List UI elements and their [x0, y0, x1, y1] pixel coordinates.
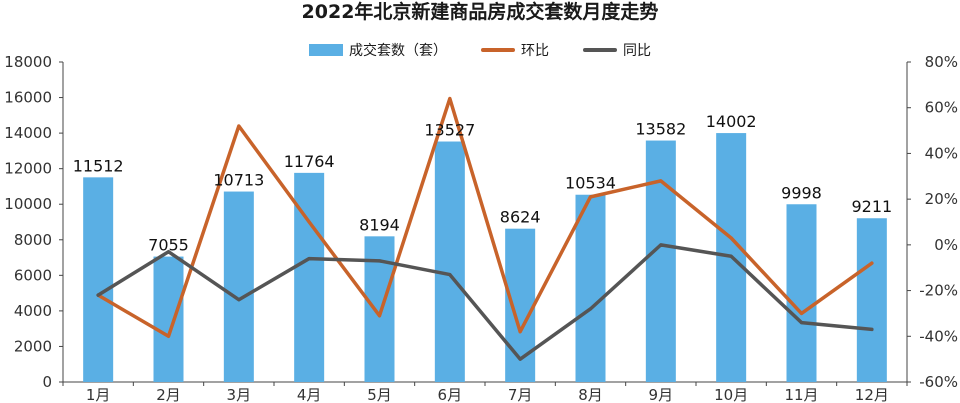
yoy-line-point: [448, 273, 452, 277]
bar: [294, 172, 325, 382]
mom-line-point: [659, 179, 663, 183]
mom-line-point: [237, 124, 241, 128]
left-tick-label: 14000: [4, 124, 52, 142]
chart-title: 2022年北京新建商品房成交套数月度走势: [301, 1, 659, 23]
left-tick-label: 6000: [14, 266, 52, 284]
mom-line-point: [167, 334, 170, 338]
x-tick-label: 10月: [714, 386, 748, 403]
right-tick-label: -20%: [919, 282, 958, 300]
bar-data-label: 13527: [424, 121, 475, 140]
bar-data-label: 7055: [148, 236, 189, 255]
x-tick-label: 11月: [784, 386, 818, 403]
mom-line-point: [870, 261, 874, 265]
left-tick-label: 2000: [14, 337, 52, 355]
yoy-line-point: [518, 357, 522, 361]
yoy-line-point: [237, 298, 241, 302]
left-tick-label: 16000: [4, 89, 52, 107]
x-tick-label: 1月: [86, 386, 111, 403]
bar: [364, 236, 395, 382]
bar: [645, 140, 676, 382]
left-tick-label: 12000: [4, 160, 52, 178]
bar-data-label: 8194: [359, 215, 400, 234]
x-tick-label: 5月: [367, 386, 392, 403]
bar: [153, 256, 184, 382]
right-tick-label: 80%: [925, 53, 958, 71]
legend-item-yoy: 同比: [583, 40, 651, 60]
x-tick-label: 7月: [508, 386, 533, 403]
yoy-line-point: [96, 293, 100, 297]
mom-line-point: [729, 236, 733, 240]
x-tick-label: 3月: [227, 386, 252, 403]
bar: [223, 191, 254, 382]
right-tick-label: -40%: [919, 327, 958, 345]
bar-data-label: 13582: [635, 120, 686, 139]
bar: [83, 177, 114, 382]
right-tick-label: 20%: [925, 190, 958, 208]
legend-bar-swatch: [309, 44, 343, 56]
bar-data-label: 14002: [706, 112, 757, 131]
mom-line-point: [589, 195, 592, 199]
legend-mom-label: 环比: [521, 43, 549, 59]
x-tick-label: 8月: [578, 386, 603, 403]
bar-data-label: 9211: [851, 197, 892, 216]
legend-item-mom: 环比: [481, 40, 549, 60]
left-tick-label: 0: [42, 373, 52, 391]
right-tick-label: 0%: [934, 236, 958, 254]
right-tick-label: -60%: [919, 373, 958, 391]
legend-yoy-label: 同比: [623, 43, 651, 59]
right-tick-label: 40%: [925, 144, 958, 162]
bar-data-label: 8624: [500, 208, 541, 227]
bar: [786, 204, 817, 382]
left-tick-label: 18000: [4, 53, 52, 71]
yoy-line: [96, 243, 874, 361]
mom-line-point: [448, 97, 452, 101]
legend-yoy-swatch: [583, 48, 617, 52]
mom-line-point: [800, 311, 803, 315]
bar: [434, 141, 465, 382]
mom-line-point: [307, 220, 311, 224]
bar: [575, 194, 606, 382]
bar-data-label: 9998: [781, 183, 822, 202]
legend-mom-swatch: [481, 48, 515, 52]
legend-bar-label: 成交套数（套）: [349, 43, 447, 59]
yoy-line-point: [729, 254, 733, 258]
left-tick-label: 8000: [14, 231, 52, 249]
bar-data-label: 10713: [213, 171, 264, 190]
left-tick-label: 4000: [14, 302, 52, 320]
bar-data-label: 11764: [284, 152, 335, 171]
x-tick-label: 6月: [438, 386, 463, 403]
mom-line-point: [378, 314, 381, 318]
yoy-line-point: [659, 243, 663, 247]
legend-item-bar: 成交套数（套）: [309, 40, 447, 60]
left-tick-label: 10000: [4, 195, 52, 213]
x-tick-label: 12月: [855, 386, 889, 403]
mom-line-point: [518, 330, 522, 334]
x-tick-label: 9月: [649, 386, 674, 403]
yoy-line-point: [870, 327, 874, 331]
x-tick-label: 2月: [156, 386, 181, 403]
yoy-line-point: [378, 259, 381, 263]
bar-data-label: 11512: [73, 156, 124, 175]
right-tick-label: 60%: [925, 99, 958, 117]
bar-data-label: 10534: [565, 174, 616, 193]
mom-line: [96, 96, 874, 339]
yoy-line-point: [800, 321, 803, 325]
bar: [856, 218, 887, 382]
yoy-line-point: [307, 257, 311, 261]
legend: 成交套数（套） 环比 同比: [0, 40, 960, 60]
yoy-line-point: [589, 307, 592, 311]
x-tick-label: 4月: [297, 386, 322, 403]
yoy-line-point: [167, 250, 170, 254]
